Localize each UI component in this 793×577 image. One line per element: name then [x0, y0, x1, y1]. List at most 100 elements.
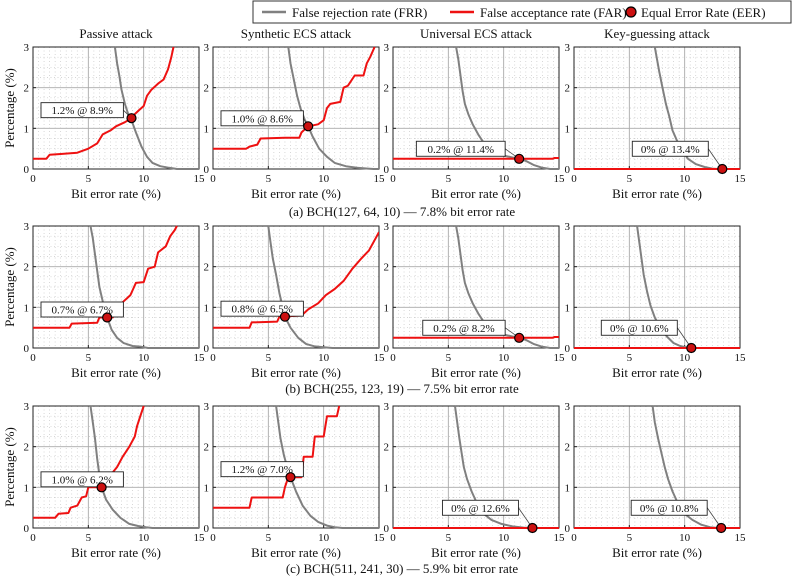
- y-tick-label: 0: [204, 164, 210, 176]
- x-tick-label: 15: [554, 173, 566, 185]
- x-tick-label: 10: [679, 352, 691, 364]
- panel-0-3: 0 5 10 15 0 1 2 3 Bit error rate (%) Key-guessing…: [565, 26, 747, 201]
- frr-line: [89, 405, 199, 529]
- annotation-box: [600, 319, 678, 336]
- x-tick-label: 0: [571, 173, 577, 185]
- eer-marker: [514, 153, 525, 164]
- x-tick-label: 15: [554, 532, 566, 544]
- x-axis-label: Bit error rate (%): [71, 186, 161, 201]
- axes-frame: [392, 46, 560, 170]
- panel-2-3: 0 5 10 15 0 1 2 3 Bit error rate (%) 0% @ 10.8%: [565, 401, 747, 560]
- panel-2-1: 0 5 10 15 0 1 2 3 Bit error rate (%) 1.2% @ 7.0%: [204, 401, 386, 560]
- y-tick-label: 0: [24, 523, 30, 535]
- x-axis-label: Bit error rate (%): [431, 365, 521, 380]
- annotation-text: 0.2% @ 8.2%: [433, 323, 494, 335]
- eer-marker: [303, 121, 314, 132]
- panel-1-0: 0 5 10 15 0 1 2 3 Bit error rate (%) Percentage (…: [2, 221, 205, 380]
- far-line: [393, 336, 559, 339]
- x-tick-label: 0: [210, 173, 216, 185]
- legend-frr-label: False rejection rate (FRR): [292, 5, 427, 20]
- x-tick-label: 5: [446, 352, 452, 364]
- x-tick-label: 15: [374, 352, 386, 364]
- panel-1-3: 0 5 10 15 0 1 2 3 Bit error rate (%) 0% @ 10.6%: [565, 221, 747, 380]
- eer-marker: [96, 482, 107, 493]
- frr-line: [651, 405, 740, 529]
- annotation-text: 0.7% @ 6.7%: [51, 305, 112, 317]
- x-tick-label: 5: [86, 173, 92, 185]
- annotation-box: [40, 301, 124, 318]
- y-tick-label: 0: [565, 343, 571, 355]
- y-tick-label: 3: [24, 401, 30, 413]
- axes-frame: [32, 225, 200, 349]
- y-tick-label: 3: [204, 401, 210, 413]
- annotation-box: [220, 461, 304, 478]
- x-tick-label: 5: [627, 173, 633, 185]
- annotation-text: 1.0% @ 8.6%: [231, 113, 292, 125]
- annotation-box: [415, 140, 506, 157]
- y-tick-label: 2: [565, 83, 571, 95]
- y-tick-label: 2: [204, 262, 210, 274]
- y-tick-label: 3: [384, 221, 390, 233]
- eer-marker: [686, 342, 697, 354]
- y-tick-label: 3: [565, 42, 571, 54]
- y-tick-label: 2: [204, 83, 210, 95]
- legend-frame: [252, 0, 792, 24]
- frr-line: [113, 46, 199, 170]
- eer-marker: [126, 113, 137, 124]
- y-tick-label: 1: [204, 302, 210, 314]
- y-tick-label: 2: [204, 442, 210, 454]
- x-tick-label: 10: [679, 173, 691, 185]
- y-tick-label: 1: [565, 123, 571, 135]
- panel-0-0: 0 5 10 15 0 1 2 3 Bit error rate (%) Percentage (…: [2, 26, 205, 201]
- x-tick-label: 10: [498, 352, 510, 364]
- row-b: (b) BCH(255, 123, 19) — 7.5% bit error r…: [2, 221, 746, 396]
- x-tick-label: 5: [627, 352, 633, 364]
- x-tick-label: 5: [266, 532, 272, 544]
- annotation-box: [441, 499, 519, 516]
- x-axis-label: Bit error rate (%): [251, 186, 341, 201]
- legend-eer-swatch: [625, 6, 637, 18]
- y-tick-label: 2: [565, 262, 571, 274]
- x-tick-label: 15: [194, 173, 206, 185]
- y-tick-label: 1: [24, 302, 30, 314]
- x-tick-label: 15: [735, 352, 747, 364]
- x-tick-label: 5: [266, 352, 272, 364]
- x-tick-label: 15: [735, 173, 747, 185]
- eer-marker: [717, 163, 728, 175]
- x-axis-label: Bit error rate (%): [612, 186, 702, 201]
- y-tick-label: 1: [384, 123, 390, 135]
- annotation-text: 0.2% @ 11.4%: [427, 144, 494, 156]
- eer-marker: [514, 332, 525, 343]
- x-tick-label: 0: [571, 532, 577, 544]
- y-axis-label: Percentage (%): [2, 247, 17, 327]
- far-line: [213, 231, 379, 329]
- y-tick-label: 0: [384, 523, 390, 535]
- x-tick-label: 0: [210, 352, 216, 364]
- y-tick-label: 2: [384, 83, 390, 95]
- x-axis-label: Bit error rate (%): [251, 545, 341, 560]
- eer-marker: [716, 522, 727, 534]
- axes-frame: [212, 225, 380, 349]
- far-line: [393, 157, 559, 160]
- x-tick-label: 15: [194, 352, 206, 364]
- x-tick-label: 5: [446, 532, 452, 544]
- frr-line: [267, 225, 379, 349]
- annotation-text: 0% @ 10.6%: [610, 323, 669, 335]
- x-tick-label: 0: [30, 173, 36, 185]
- x-tick-label: 10: [318, 532, 330, 544]
- caption-c: (c) BCH(511, 241, 30) — 5.9% bit error r…: [286, 561, 519, 576]
- axes-frame: [32, 46, 200, 170]
- x-tick-label: 5: [86, 352, 92, 364]
- panel-title: Passive attack: [79, 26, 153, 41]
- x-tick-label: 15: [374, 173, 386, 185]
- y-tick-label: 1: [565, 482, 571, 494]
- x-tick-label: 0: [30, 352, 36, 364]
- x-tick-label: 15: [194, 532, 206, 544]
- frr-line: [89, 225, 199, 349]
- y-tick-label: 1: [204, 123, 210, 135]
- x-tick-label: 10: [138, 352, 150, 364]
- y-tick-label: 3: [565, 221, 571, 233]
- row-c: (c) BCH(511, 241, 30) — 5.9% bit error r…: [2, 401, 746, 576]
- caption-b: (b) BCH(255, 123, 19) — 7.5% bit error r…: [285, 381, 519, 396]
